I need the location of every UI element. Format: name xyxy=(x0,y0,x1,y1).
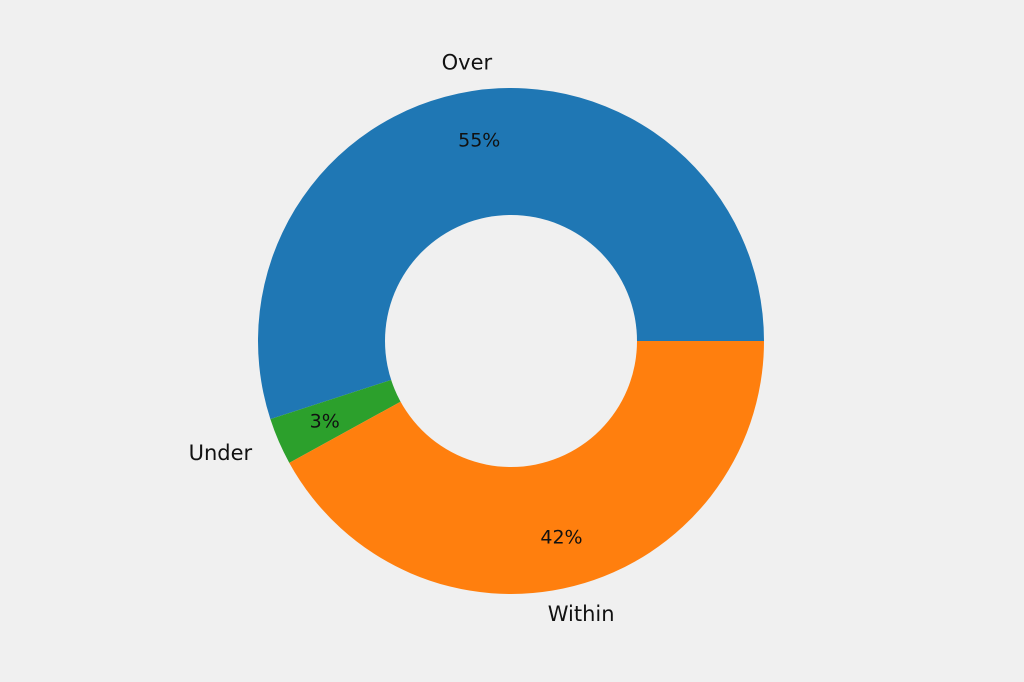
pct-label-over: 55% xyxy=(458,129,500,151)
donut-labels: 55% Over 3% Under 42% Within xyxy=(189,50,615,626)
donut-hole xyxy=(385,215,637,467)
pct-label-within: 42% xyxy=(540,527,582,549)
category-label-over: Over xyxy=(442,50,493,74)
category-label-under: Under xyxy=(189,441,253,465)
pct-label-under: 3% xyxy=(310,411,340,433)
category-label-within: Within xyxy=(548,602,615,626)
